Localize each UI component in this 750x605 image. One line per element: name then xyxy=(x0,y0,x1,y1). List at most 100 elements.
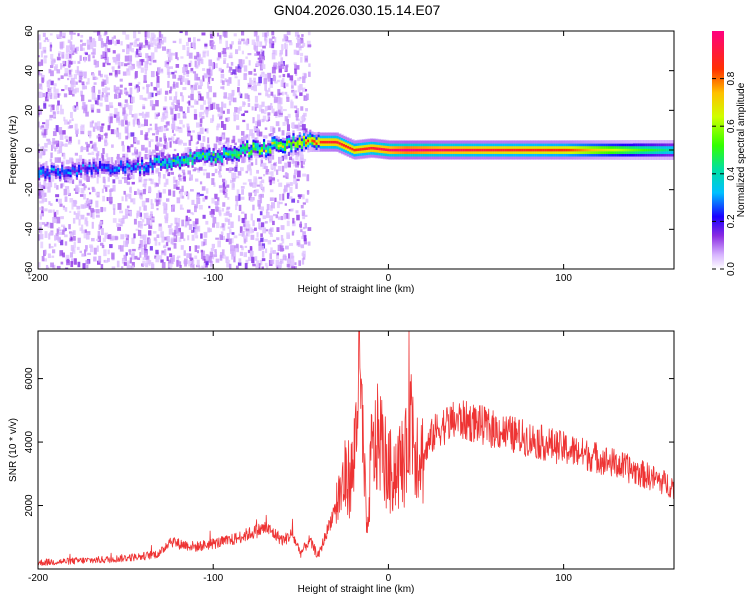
spectrogram-noise-cell xyxy=(256,155,260,159)
spectrogram-ridge-cell xyxy=(609,151,613,154)
spectrogram-noise-cell xyxy=(64,196,68,202)
spectrogram-ridge-cell xyxy=(206,159,209,163)
spectrogram-noise-cell xyxy=(163,125,167,132)
spectrogram-ridge-cell xyxy=(73,165,76,169)
spectrogram-ridge-cell xyxy=(513,140,516,144)
spectrogram-ridge-cell xyxy=(454,151,457,154)
spectrogram-noise-cell xyxy=(219,254,223,261)
spectrogram-noise-cell xyxy=(103,74,108,78)
spectrogram-noise-cell xyxy=(219,173,222,178)
spectrogram-ridge-cell xyxy=(458,151,461,154)
spectrogram-ridge-cell xyxy=(208,150,211,154)
spectrogram-ridge-cell xyxy=(492,151,495,154)
spectrogram-ridge-cell xyxy=(454,146,457,149)
spectrogram-noise-cell xyxy=(43,162,46,165)
spectrogram-noise-cell xyxy=(261,258,266,262)
spectrogram-ridge-cell xyxy=(309,134,312,138)
spectrogram-ridge-cell xyxy=(113,166,116,170)
spectrogram-ridge-cell xyxy=(77,161,81,165)
spectrogram-ridge-cell xyxy=(517,148,520,152)
spectrogram-ridge-cell xyxy=(431,148,434,152)
spectrogram-ridge-cell xyxy=(197,159,200,163)
spectrogram-ridge-cell xyxy=(460,151,463,154)
spectrogram-noise-cell xyxy=(158,31,162,38)
spectrogram-ridge-cell xyxy=(204,152,207,156)
spectrogram-noise-cell xyxy=(169,89,172,94)
spectrogram-ridge-cell xyxy=(527,156,531,160)
spectrogram-noise-cell xyxy=(108,72,113,76)
spectrogram-ridge-cell xyxy=(544,143,547,147)
spectrogram-noise-cell xyxy=(162,174,166,179)
spectrogram-ridge-cell xyxy=(162,155,165,159)
spectrogram-noise-cell xyxy=(50,262,54,268)
spectrogram-noise-cell xyxy=(116,153,120,160)
spectrogram-noise-cell xyxy=(115,176,120,180)
spectrogram-noise-cell xyxy=(42,46,47,54)
spectrogram-ridge-cell xyxy=(420,140,423,144)
spectrogram-ridge-cell xyxy=(668,153,671,157)
spectrogram-noise-cell xyxy=(260,206,264,211)
spectrogram-ridge-cell xyxy=(347,153,350,157)
spectrogram-noise-cell xyxy=(151,103,156,111)
spectrogram-noise-cell xyxy=(78,70,83,76)
spectrogram-x-axis-label: Height of straight line (km) xyxy=(298,284,415,295)
spectrogram-ridge-cell xyxy=(334,132,337,136)
spectrogram-noise-cell xyxy=(261,64,266,70)
spectrogram-ridge-cell xyxy=(197,151,200,155)
spectrogram-ridge-cell xyxy=(349,146,352,150)
spectrogram-ridge-cell xyxy=(559,140,562,144)
spectrogram-noise-cell xyxy=(299,221,302,229)
spectrogram-ridge-cell xyxy=(454,143,457,147)
spectrogram-noise-cell xyxy=(168,189,172,196)
spectrogram-ridge-cell xyxy=(344,147,348,151)
spectrogram-noise-cell xyxy=(98,34,102,41)
spectrogram-ridge-cell xyxy=(502,148,505,152)
spectrogram-noise-cell xyxy=(83,231,87,239)
spectrogram-noise-cell xyxy=(40,86,43,91)
spectrogram-ridge-cell xyxy=(323,143,327,147)
spectrogram-noise-cell xyxy=(272,127,276,134)
spectrogram-ridge-cell xyxy=(115,168,118,172)
spectrogram-ridge-cell xyxy=(609,153,613,157)
spectrogram-noise-cell xyxy=(258,203,261,210)
spectrogram-noise-cell xyxy=(251,106,254,111)
spectrogram-noise-cell xyxy=(79,39,83,43)
spectrogram-ridge-cell xyxy=(567,148,571,152)
spectrogram-ridge-cell xyxy=(126,160,129,163)
spectrogram-ridge-cell xyxy=(361,139,364,143)
spectrogram-ridge-cell xyxy=(496,153,499,157)
spectrogram-noise-cell xyxy=(50,245,54,249)
spectrogram-ridge-cell xyxy=(290,152,293,156)
spectrogram-noise-cell xyxy=(74,128,79,135)
spectrogram-noise-cell xyxy=(128,55,133,62)
spectrogram-noise-cell xyxy=(222,182,226,187)
spectrogram-noise-cell xyxy=(80,204,85,209)
spectrogram-ridge-cell xyxy=(210,159,213,163)
spectrogram-noise-cell xyxy=(185,219,190,226)
spectrogram-noise-cell xyxy=(200,252,204,260)
spectrogram-ridge-cell xyxy=(447,143,451,147)
spectrogram-ridge-cell xyxy=(353,151,356,154)
spectrogram-noise-cell xyxy=(267,72,272,79)
spectrogram-ridge-cell xyxy=(662,148,665,152)
spectrogram-noise-cell xyxy=(209,251,214,258)
spectrogram-ridge-cell xyxy=(239,144,243,148)
spectrogram-ridge-cell xyxy=(584,148,587,152)
spectrogram-noise-cell xyxy=(129,60,132,65)
spectrogram-ridge-cell xyxy=(241,151,245,155)
spectrogram-ridge-cell xyxy=(387,148,390,152)
spectrogram-noise-cell xyxy=(219,38,222,44)
spectrogram-noise-cell xyxy=(291,84,294,89)
spectrogram-noise-cell xyxy=(242,113,245,117)
spectrogram-ridge-cell xyxy=(218,157,222,161)
spectrogram-ridge-cell xyxy=(647,143,650,147)
spectrogram-ridge-cell xyxy=(620,148,623,152)
spectrogram-ridge-cell xyxy=(357,142,360,146)
spectrogram-ridge-cell xyxy=(393,143,396,147)
spectrogram-noise-cell xyxy=(160,117,165,122)
spectrogram-ridge-cell xyxy=(605,151,608,154)
spectrogram-noise-cell xyxy=(113,85,116,92)
spectrogram-noise-cell xyxy=(55,194,60,198)
spectrogram-noise-cell xyxy=(305,198,309,203)
spectrogram-noise-cell xyxy=(188,139,192,146)
